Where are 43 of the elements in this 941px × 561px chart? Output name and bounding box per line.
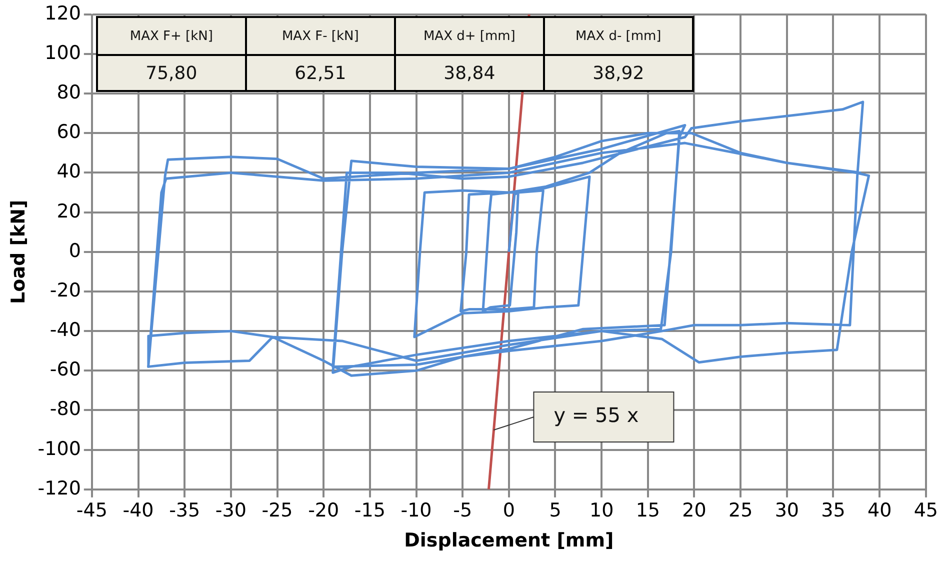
x-tick-label: -45 [76,500,108,522]
x-tick-label: 40 [867,500,892,522]
annotation: MAX F+ [kN] [96,17,246,56]
y-tick-label: 60 [56,121,81,144]
x-tick-label: 45 [914,500,938,522]
x-tick-label: 10 [589,500,614,522]
annotation: MAX d- [mm] [544,17,693,56]
y-tick-label: 80 [56,82,81,104]
y-tick-label: -100 [38,438,81,460]
x-axis-title: Displacement [mm] [404,530,614,552]
y-axis-title: Load [kN] [7,200,30,304]
x-tick-label: -20 [308,500,340,522]
x-tick-label: -5 [453,500,472,522]
y-tick-label: 120 [44,2,81,24]
annotation: 38,84 [394,55,544,92]
y-tick-label: -20 [50,279,81,302]
x-tick-label: -40 [122,500,154,522]
x-tick-label: 5 [549,500,562,522]
x-tick-label: 0 [502,500,515,522]
annotation: MAX d+ [mm] [394,17,544,56]
annotation: y = 55 x [554,403,639,428]
y-tick-label: -80 [50,398,81,420]
x-tick-label: -25 [262,500,293,522]
annotation: 75,80 [96,55,246,92]
x-tick-label: 25 [728,500,753,522]
y-tick-label: -120 [38,477,81,500]
x-tick-label: 20 [682,500,706,522]
x-tick-label: 30 [774,500,800,522]
y-tick-label: 0 [68,240,81,262]
y-tick-label: 20 [56,200,81,222]
y-tick-label: 100 [44,42,81,64]
x-tick-label: -10 [400,500,432,522]
y-tick-label: 40 [56,160,81,183]
y-tick-label: -60 [50,358,81,381]
annotation: 62,51 [246,55,395,92]
y-tick-label: -40 [50,319,81,342]
annotation: 38,92 [544,55,693,92]
annotation: MAX F- [kN] [246,17,395,56]
x-tick-label: -30 [215,500,246,522]
x-tick-label: 35 [821,500,846,522]
x-tick-label: 15 [636,500,660,522]
x-tick-label: -35 [169,500,200,522]
x-tick-label: -15 [354,500,386,522]
